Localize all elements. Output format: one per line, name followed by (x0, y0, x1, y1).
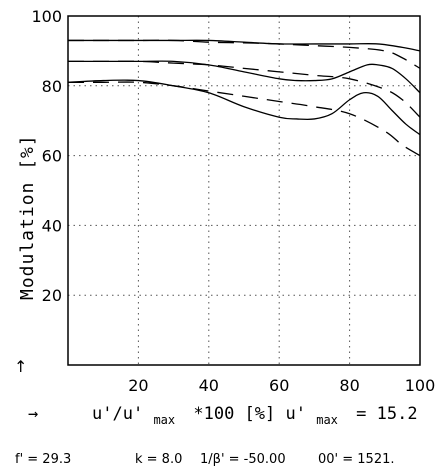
series-line-2-dashed (68, 39, 421, 69)
y-tick-label: 60 (42, 147, 62, 166)
series-line-3-solid (68, 60, 421, 94)
grid (68, 16, 420, 365)
footer-oo: 00' = 1521. (318, 452, 395, 467)
x-tick-label: 80 (339, 376, 359, 395)
x-axis-label-suffix: = 15.2 (356, 404, 417, 424)
series-line-5-solid (67, 79, 421, 136)
x-axis-label-middle: *100 [%] u' (193, 404, 306, 424)
footer-f: f' = 29.3 (15, 452, 71, 467)
series-line-4-dashed (68, 60, 421, 118)
y-axis-arrow: ↑ (14, 357, 27, 376)
y-tick-label: 40 (42, 216, 62, 235)
tick-labels: 20 40 60 80 100 20 40 60 80 100 (31, 7, 435, 395)
y-axis-label: Modulation [%] (17, 134, 38, 300)
x-tick-label: 60 (269, 376, 289, 395)
x-tick-label: 100 (405, 376, 436, 395)
x-axis-arrow: → (28, 404, 38, 424)
x-tick-label: 40 (199, 376, 219, 395)
footer-k: k = 8.0 (135, 452, 182, 467)
series-lines (67, 39, 421, 157)
x-axis-label-prefix-sub: max (153, 413, 175, 427)
footer-beta: 1/β' = -50.00 (200, 452, 286, 467)
plot-frame (67, 15, 421, 366)
series-line-1-solid (68, 39, 421, 52)
x-axis-label-middle-sub: max (316, 413, 338, 427)
series-line-6-dashed (68, 81, 421, 157)
x-axis-label-prefix: u'/u' (92, 404, 143, 424)
y-tick-label: 20 (42, 286, 62, 305)
x-tick-label: 20 (128, 376, 148, 395)
y-tick-label: 80 (42, 77, 62, 96)
x-axis-label: → u'/u' max *100 [%] u' max = 15.2 (28, 404, 418, 429)
y-tick-label: 100 (31, 7, 62, 26)
